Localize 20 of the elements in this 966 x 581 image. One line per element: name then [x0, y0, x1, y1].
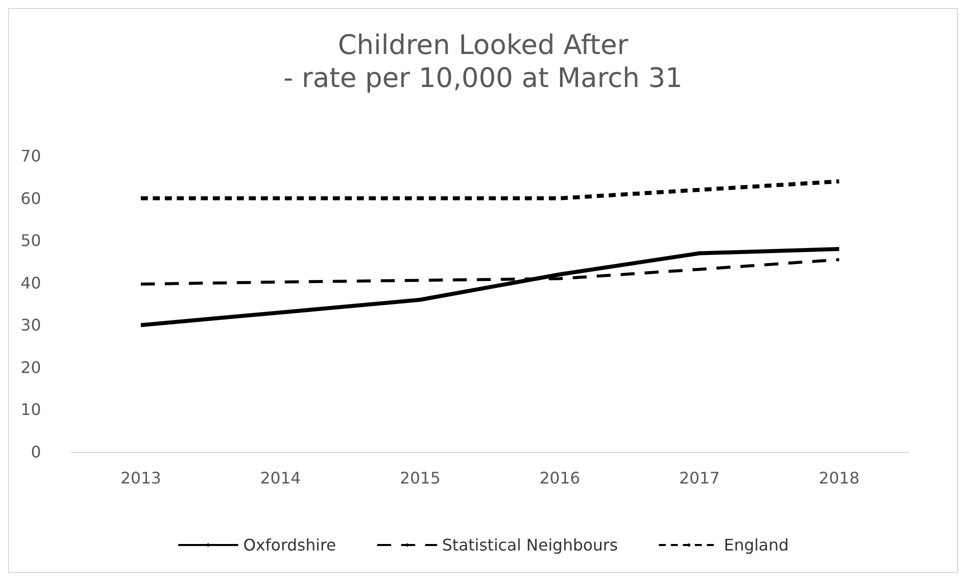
legend-label: Statistical Neighbours	[442, 536, 618, 554]
y-tick-label: 50	[20, 231, 41, 250]
y-tick-label: 10	[20, 400, 41, 420]
y-tick-label: 20	[20, 358, 41, 377]
chart-title: Children Looked After	[338, 30, 630, 61]
x-tick-label: 2015	[400, 468, 441, 488]
legend-label: Oxfordshire	[243, 536, 336, 554]
y-tick-label: 0	[30, 442, 41, 462]
x-tick-label: 2016	[539, 468, 580, 488]
line-series	[138, 247, 842, 328]
legend-label: England	[724, 536, 789, 554]
y-tick-label: 60	[20, 188, 41, 208]
y-tick-label: 40	[20, 273, 41, 292]
x-tick-label: 2013	[120, 468, 162, 488]
x-tick-label: 2017	[679, 468, 720, 488]
y-tick-label: 30	[20, 316, 41, 335]
chart-subtitle: - rate per 10,000 at March 31	[283, 63, 683, 94]
x-tick-label: 2018	[818, 468, 860, 488]
y-tick-label: 70	[20, 146, 41, 166]
x-tick-label: 2014	[260, 468, 301, 488]
